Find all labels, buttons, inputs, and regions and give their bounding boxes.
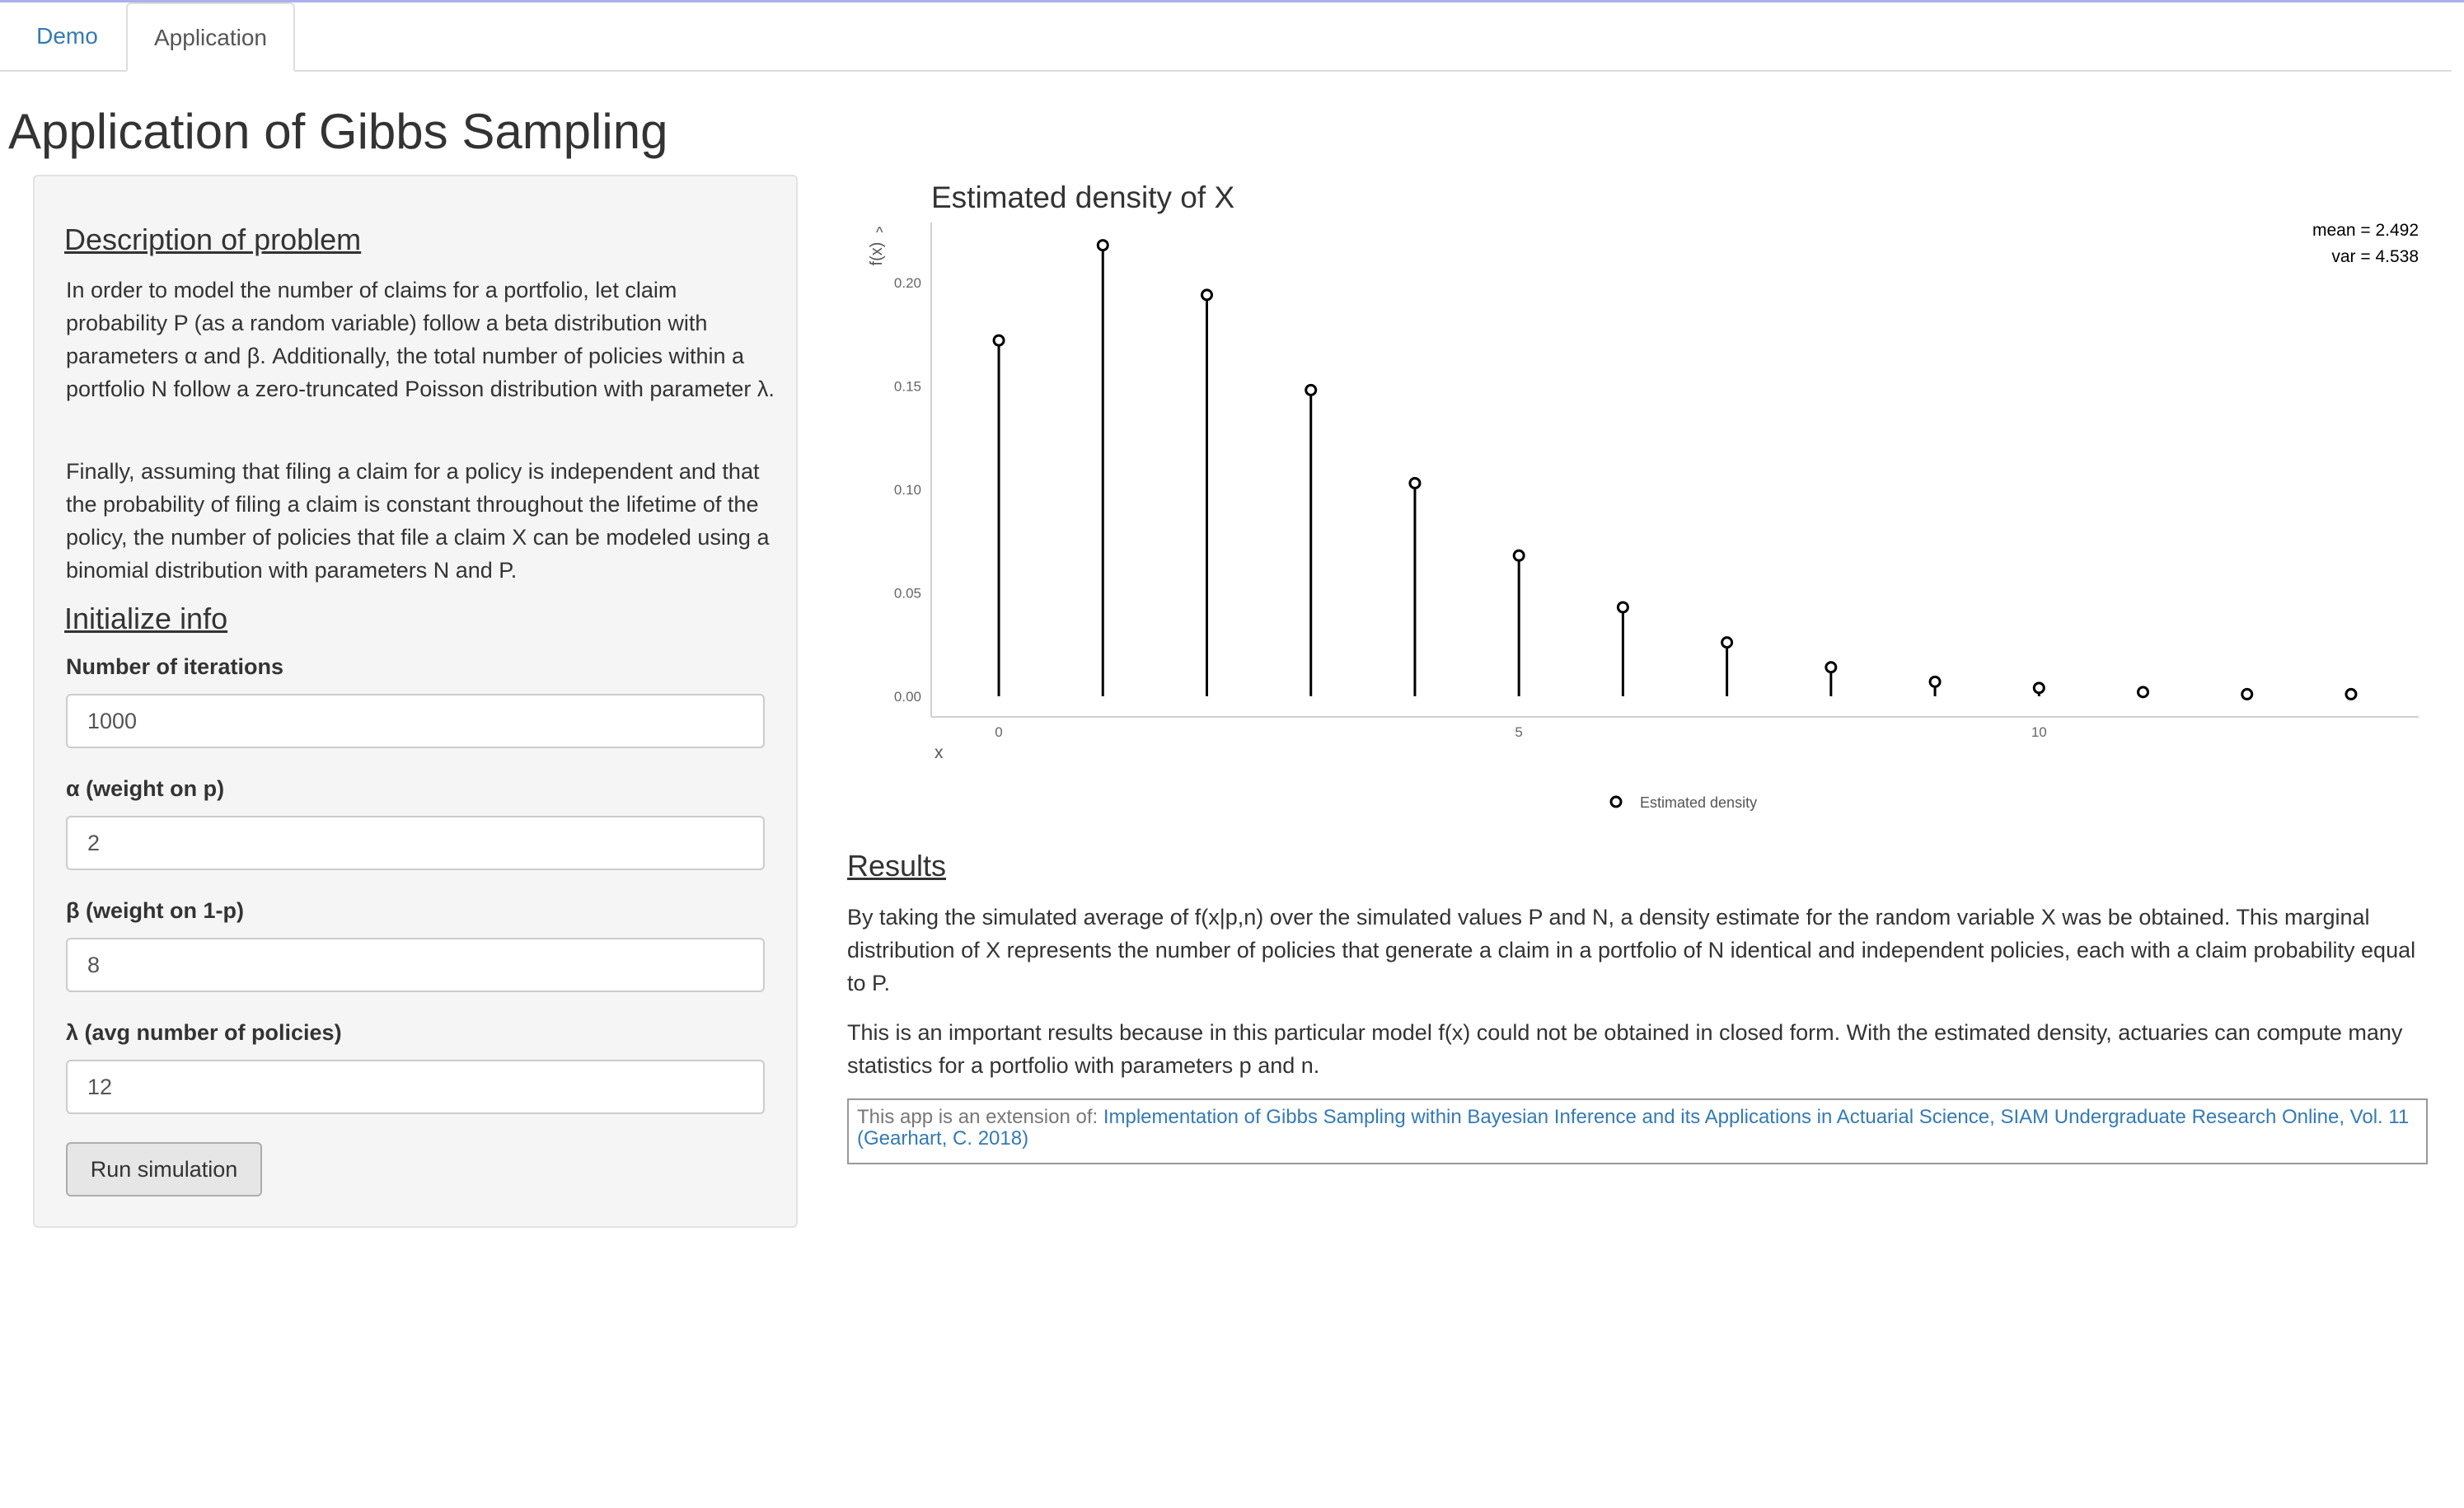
top-accent-line	[0, 0, 2464, 2]
page-title: Application of Gibbs Sampling	[8, 104, 668, 159]
density-chart: Estimated density of X ^ f(x) mean = 2.4…	[868, 180, 2419, 811]
density-point	[2345, 687, 2358, 700]
y-axis-hat: ^	[876, 224, 883, 241]
initialize-heading: Initialize info	[64, 602, 228, 635]
x-tick-label: 0	[995, 724, 1002, 740]
x-tick-label: 10	[2031, 724, 2047, 740]
density-point	[1200, 288, 1213, 302]
density-point	[1616, 601, 1629, 614]
lambda-label: λ (avg number of policies)	[66, 1020, 342, 1045]
lambda-input[interactable]	[66, 1060, 765, 1114]
y-tick-label: 0.05	[894, 585, 921, 601]
alpha-label: α (weight on p)	[66, 776, 225, 801]
var-annotation: var = 4.538	[2331, 247, 2419, 266]
density-point	[2137, 686, 2150, 699]
density-point	[1928, 675, 1942, 688]
description-paragraph-1: In order to model the number of claims f…	[66, 278, 775, 401]
density-point	[1305, 383, 1318, 396]
alpha-input[interactable]	[66, 816, 765, 870]
legend-marker	[1609, 795, 1623, 808]
iterations-input[interactable]	[66, 694, 765, 748]
beta-label: β (weight on 1-p)	[66, 898, 244, 923]
density-point	[1721, 636, 1734, 649]
description-heading: Description of problem	[64, 222, 362, 256]
tab-bar-baseline	[0, 70, 2452, 72]
density-point	[1825, 661, 1838, 674]
density-point	[2032, 681, 2045, 695]
results-paragraph-1: By taking the simulated average of f(x|p…	[847, 905, 2416, 995]
chart-stems	[997, 245, 2353, 696]
density-point	[1408, 476, 1422, 489]
tab-demo[interactable]: Demo	[36, 23, 98, 49]
legend-label: Estimated density	[1640, 794, 1757, 811]
x-tick-labels: 0 5 10	[995, 724, 2046, 740]
density-point	[1512, 549, 1525, 562]
x-axis-label: x	[935, 743, 944, 762]
citation-prefix: This app is an extension of:	[857, 1106, 1103, 1128]
y-tick-label: 0.00	[894, 689, 921, 705]
beta-input[interactable]	[66, 938, 765, 992]
tab-application[interactable]: Application	[126, 2, 295, 72]
chart-title: Estimated density of X	[931, 180, 1234, 214]
mean-annotation: mean = 2.492	[2312, 221, 2419, 240]
chart-points	[992, 239, 2358, 700]
y-tick-label: 0.10	[894, 482, 921, 498]
y-tick-labels: 0.00 0.05 0.10 0.15 0.20	[894, 275, 921, 705]
y-tick-label: 0.20	[894, 275, 921, 291]
description-paragraph-2: Finally, assuming that filing a claim fo…	[66, 459, 770, 583]
iterations-label: Number of iterations	[66, 654, 284, 679]
x-tick-label: 5	[1515, 724, 1522, 740]
citation-link[interactable]: Implementation of Gibbs Sampling within …	[857, 1106, 2410, 1150]
density-point	[2241, 687, 2254, 700]
tab-bar: Demo Application	[0, 2, 2464, 72]
run-simulation-button[interactable]: Run simulation	[66, 1142, 262, 1197]
density-point	[992, 334, 1005, 347]
results-heading: Results	[847, 849, 947, 883]
results-paragraph-2: This is an important results because in …	[847, 1020, 2403, 1078]
density-point	[1096, 239, 1109, 252]
y-tick-label: 0.15	[894, 378, 921, 394]
y-axis-label: f(x)	[868, 242, 886, 266]
citation-box: This app is an extension of: Implementat…	[847, 1098, 2428, 1164]
